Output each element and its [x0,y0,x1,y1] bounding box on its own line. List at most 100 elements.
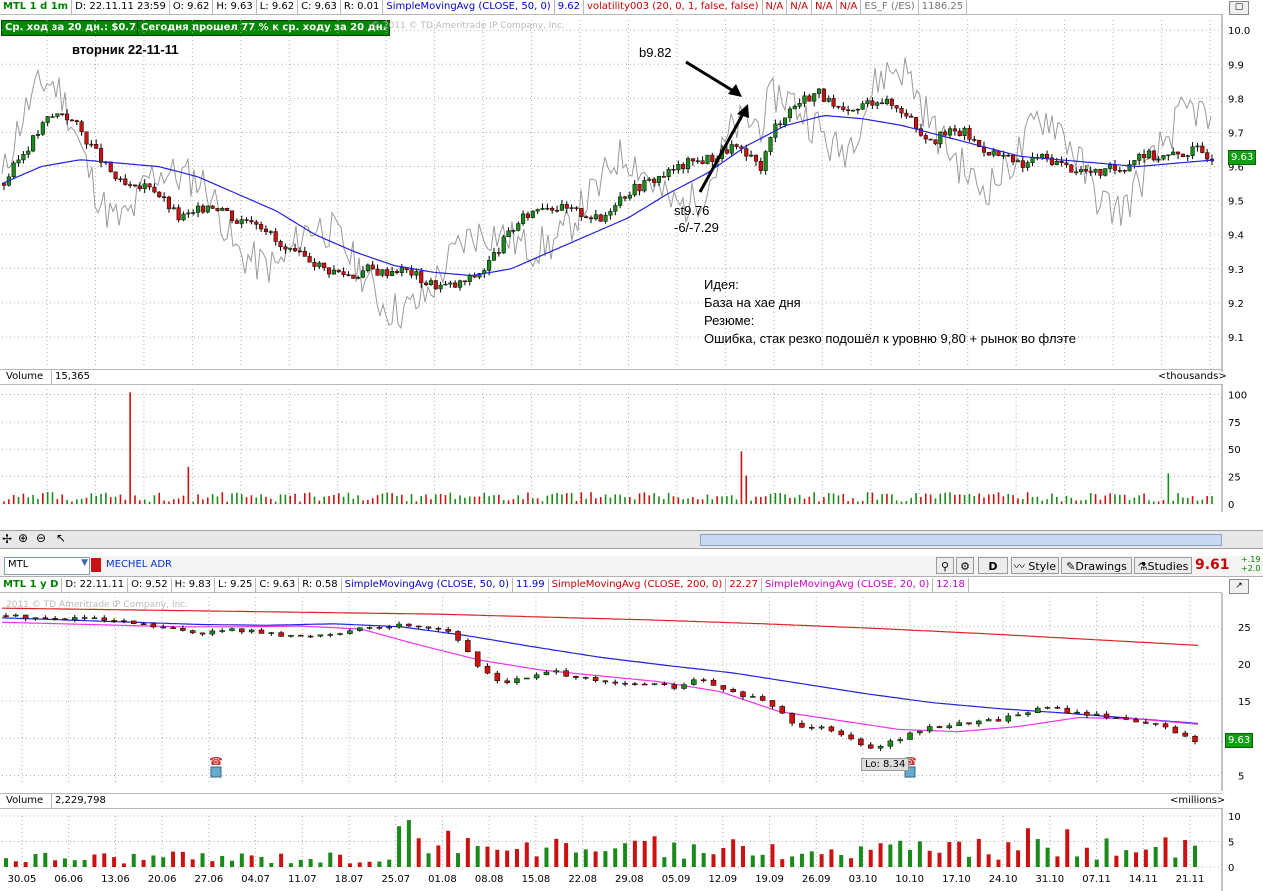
daily-candle [386,626,392,629]
daily-volume-bar [858,846,863,867]
daily-candle [415,625,422,628]
price-candle [317,262,322,267]
daily-volume-bar [200,853,205,867]
price-candle [802,95,807,104]
price-candle [870,100,875,106]
price-candle [322,262,327,268]
daily-volume-bar [446,830,451,867]
daily-volume-bar [298,859,303,867]
daily-volume-bar [53,860,58,867]
daily-candle [465,640,471,652]
sma-study-label[interactable]: SimpleMovingAvg (CLOSE, 50, 0) [383,0,555,14]
cursor-icon[interactable]: ↖ [56,531,67,545]
sma20-label[interactable]: SimpleMovingAvg (CLOSE, 20, 0) [762,578,934,592]
daily-time-axis-label: 27.06 [195,874,224,885]
drawings-button[interactable]: ✎Drawings [1061,557,1132,574]
price-candle [1045,153,1050,159]
daily-candle [1044,707,1051,709]
daily-volume-bar [328,852,333,867]
daily-candle [170,627,176,629]
link-icon[interactable]: ⚲ [936,557,954,574]
stop-annotation-2: -6/-7.29 [674,220,719,235]
daily-high: H: 9.83 [172,578,216,592]
daily-time-axis-label: 01.08 [428,874,457,885]
period-button[interactable]: D [978,557,1008,574]
percent-change: +2.0 [1241,564,1261,573]
daily-volume-bar [593,851,598,867]
daily-volume-units: <millions> [1170,795,1226,806]
price-candle [710,154,715,162]
intraday-symbol[interactable]: MTL 1 d 1m [0,0,73,14]
daily-volume-bar [377,861,382,867]
price-candle [462,280,467,283]
price-candle [656,176,661,183]
collapse-icon[interactable]: ▢ [1229,1,1249,15]
price-candle [21,154,26,161]
daily-time-axis-label: 12.09 [708,874,737,885]
daily-candle [720,685,727,690]
drawings-label: Drawings [1075,560,1127,573]
price-candle [467,275,472,282]
symbol-input[interactable]: MTL ▼ [4,557,90,575]
stop-arrow [698,111,746,193]
studies-icon: ⚗ [1137,560,1148,573]
settings-icon[interactable]: ⚙ [956,557,974,574]
price-candle [278,241,283,248]
daily-volume-bar [397,826,402,867]
price-candle [1040,153,1045,159]
price-candle [26,150,31,155]
price-candle [414,271,419,276]
price-candle [254,221,259,225]
daily-volume-bar [23,861,28,867]
daily-volume-bar [682,858,687,867]
daily-candle [809,727,815,729]
price-candle [419,271,424,284]
daily-candle [858,738,864,746]
daily-candle [1015,714,1021,717]
daily-volume-bar [72,860,77,867]
compare-symbol[interactable]: ES_F (/ES) [861,0,919,14]
style-button[interactable]: 〰 Style [1011,557,1059,574]
daily-time-axis-label: 14.11 [1129,874,1158,885]
intraday-price-chart[interactable]: 10.0 9.9 9.8 9.7 9.6 9.5 9.4 9.3 9.2 9.1 [0,14,1263,372]
alert-flag-icon[interactable] [91,558,101,572]
daily-candle [985,719,992,722]
price-candle [608,211,613,216]
price-candle [1088,170,1093,173]
symbol-dropdown-icon[interactable]: ▼ [81,558,88,568]
daily-symbol[interactable]: MTL 1 y D [0,578,63,592]
price-candle [991,150,996,156]
zoom-in-icon[interactable]: ⊕ [18,531,29,545]
studies-button[interactable]: ⚗Studies [1134,557,1192,574]
net-change: +.19 [1241,555,1261,564]
price-candle [588,217,594,220]
daily-time-axis-label: 19.09 [755,874,784,885]
price-candle [113,171,118,180]
daily-candle [52,618,58,620]
price-candle [574,207,579,209]
price-candle [60,113,65,115]
daily-volume-bar [701,853,706,867]
zoom-out-icon[interactable]: ⊖ [36,531,47,545]
daily-axis-label: 15 [1238,697,1251,708]
pan-icon[interactable]: ✢ [2,532,13,546]
sma200-label[interactable]: SimpleMovingAvg (CLOSE, 200, 0) [549,578,727,592]
daily-volume-bar [957,841,962,867]
expand-chart-icon[interactable]: ↗ [1229,579,1249,594]
daily-candle [1035,707,1041,714]
intraday-volume-label: Volume [6,371,44,382]
volatility-study-label[interactable]: volatility003 (20, 0, 1, false, false) [584,0,763,14]
daily-price-chart[interactable]: 252015105☎☎ [0,593,1263,791]
price-candle [763,151,768,171]
daily-volume-bar [112,857,117,867]
daily-volume-bar [121,863,126,867]
daily-candle [189,630,196,634]
daily-volume-bar [947,842,952,867]
price-candle [249,220,254,223]
time-scrollbar[interactable] [700,534,1222,546]
daily-candle [1054,707,1061,709]
sma50-label[interactable]: SimpleMovingAvg (CLOSE, 50, 0) [342,578,513,592]
price-candle [433,280,438,290]
price-candle [239,219,244,224]
price-candle [685,158,691,170]
